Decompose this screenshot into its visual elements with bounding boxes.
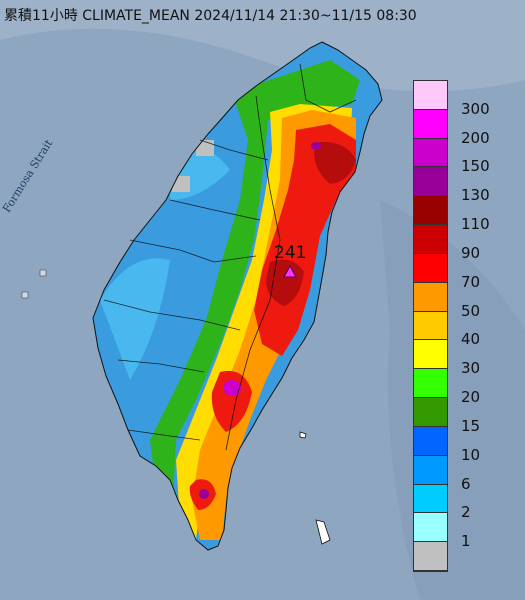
county-borders [103, 63, 357, 451]
legend-swatch [414, 513, 447, 543]
county-border [199, 139, 269, 161]
county-border [117, 359, 205, 373]
legend-label: 1 [461, 532, 471, 551]
legend-label: 2 [461, 503, 471, 522]
legend-label: 10 [461, 445, 481, 464]
legend-swatch [414, 398, 447, 427]
legend-swatch [414, 253, 447, 283]
legend-swatch [414, 542, 447, 571]
rain-core-purple [199, 489, 209, 499]
legend-swatch [414, 426, 447, 456]
islet [21, 291, 29, 299]
legend-swatch [414, 225, 447, 254]
county-border [129, 239, 257, 263]
county-border [225, 95, 281, 451]
legend-label: 50 [461, 301, 481, 320]
map-title: 累積11小時 CLIMATE_MEAN 2024/11/14 21:30~11/… [4, 8, 417, 24]
legend-swatch [414, 196, 447, 226]
legend-label: 130 [461, 186, 490, 205]
rain-core-purple [311, 142, 321, 150]
rain-core-darkred [314, 141, 356, 184]
max-station-triangle-icon [283, 264, 297, 278]
legend-swatch [414, 109, 447, 139]
legend-swatch [414, 484, 447, 514]
rain-band-green [150, 60, 360, 520]
rain-core-red [211, 370, 252, 432]
county-border [127, 429, 201, 441]
county-border [169, 199, 261, 221]
rain-core-purple [223, 380, 241, 396]
legend-swatch [414, 455, 447, 485]
legend-label: 300 [461, 99, 490, 118]
legend-label: 200 [461, 128, 490, 147]
legend-swatch [414, 340, 447, 370]
legend-label: 30 [461, 359, 481, 378]
legend-label: 20 [461, 388, 481, 407]
legend-label: 40 [461, 330, 481, 349]
rain-area-cyan [100, 258, 170, 380]
islet [39, 269, 47, 277]
legend-label: 110 [461, 215, 490, 234]
max-station-value: 241 [274, 243, 307, 263]
cloud-texture [0, 0, 525, 92]
legend-color-bar [413, 80, 448, 572]
legend-label: 70 [461, 272, 481, 291]
legend-swatch [414, 138, 447, 168]
legend-swatch [414, 167, 447, 197]
legend-swatch [414, 311, 447, 341]
legend-swatch [414, 369, 447, 399]
county-border [103, 299, 241, 331]
legend-label: 90 [461, 243, 481, 262]
islet [315, 519, 331, 545]
county-border [299, 63, 357, 113]
rain-core-darkred [266, 259, 304, 306]
legend-label: 15 [461, 416, 481, 435]
islet [299, 431, 307, 439]
legend-label: 150 [461, 157, 490, 176]
legend-label: 6 [461, 474, 471, 493]
legend-swatch [414, 81, 447, 110]
legend-swatch [414, 282, 447, 312]
